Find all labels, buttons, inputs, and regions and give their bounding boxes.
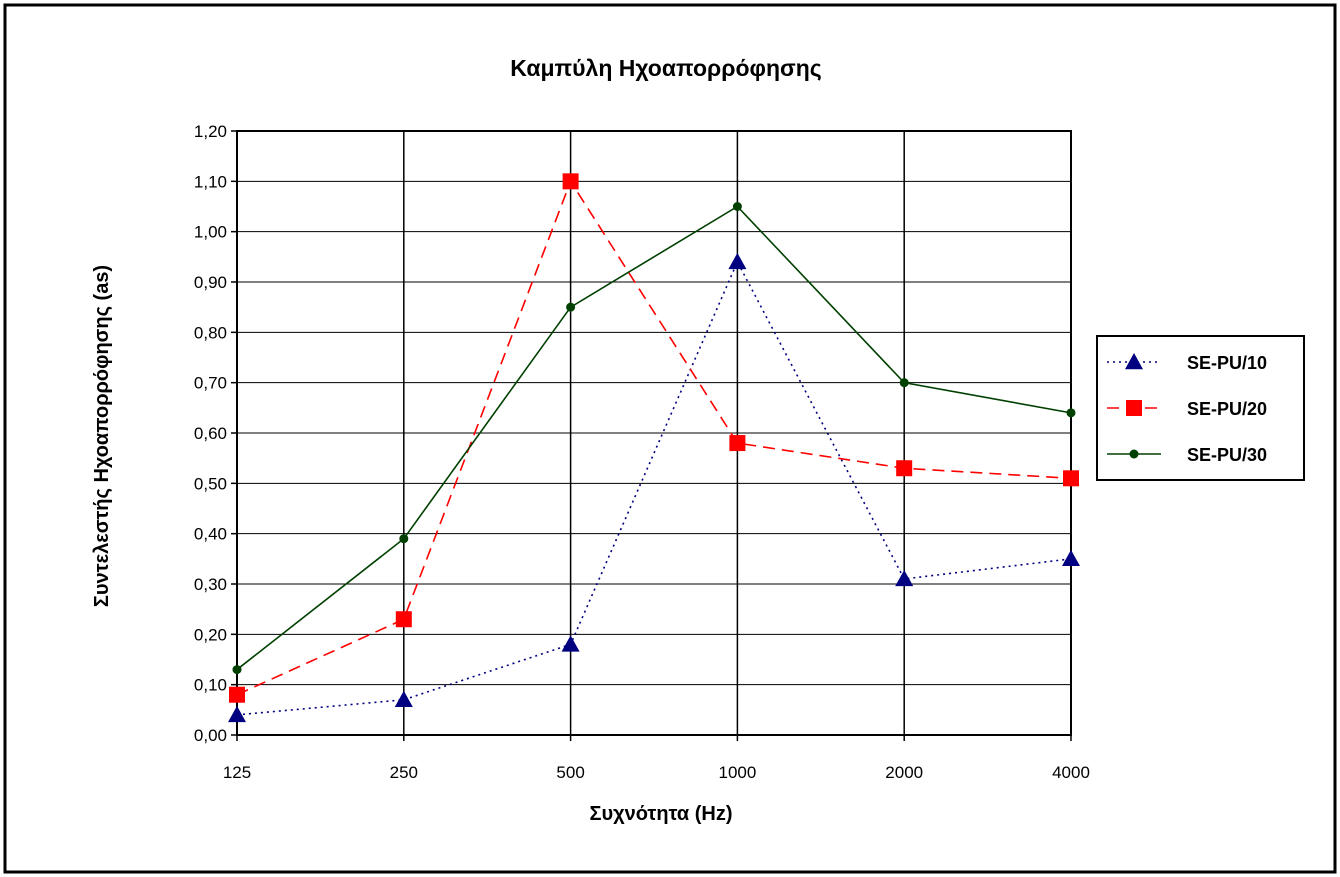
x-tick-label: 1000 (718, 763, 756, 782)
data-point-square (729, 435, 746, 452)
data-point-circle (399, 534, 409, 544)
legend: SE-PU/10 SE-PU/20 SE-PU/30 (1096, 335, 1305, 481)
y-tick-label: 0,40 (194, 525, 227, 544)
data-point-circle (732, 202, 742, 211)
x-axis-tick-labels: 125 250 500 1000 2000 4000 (223, 763, 1090, 782)
x-tick-label: 2000 (885, 763, 923, 782)
data-point-triangle (1062, 549, 1080, 567)
chart-title: Καμπύλη Ηχοαπορρόφησης (510, 55, 822, 81)
data-point-circle (1066, 408, 1076, 418)
x-tick-label: 125 (223, 763, 251, 782)
data-point-circle (232, 665, 242, 675)
data-point-square (1126, 400, 1142, 416)
y-tick-label: 1,00 (194, 223, 227, 242)
data-point-square (395, 611, 412, 628)
data-point-circle (566, 302, 576, 312)
data-point-circle (899, 378, 909, 388)
legend-label: SE-PU/20 (1187, 399, 1267, 419)
data-point-triangle (394, 690, 413, 707)
y-tick-label: 0,80 (194, 323, 227, 342)
legend-label: SE-PU/10 (1187, 353, 1267, 373)
series-markers (228, 173, 1080, 723)
legend-entries: SE-PU/10 SE-PU/20 SE-PU/30 (1107, 353, 1267, 465)
series-lines (236, 179, 1072, 716)
y-tick-label: 0,50 (194, 474, 227, 493)
y-axis-title: Συντελεστής Ηχοαπορρόφησης (as) (91, 265, 113, 607)
y-tick-label: 0,30 (194, 575, 227, 594)
y-tick-label: 0,70 (194, 374, 227, 393)
data-point-square (1063, 470, 1079, 487)
legend-label: SE-PU/30 (1187, 445, 1267, 465)
data-point-circle (1129, 449, 1139, 459)
x-tick-label: 4000 (1052, 763, 1090, 782)
x-axis-title: Συχνότητα (Hz) (589, 803, 732, 825)
x-tick-label: 250 (390, 763, 418, 782)
data-point-triangle (561, 635, 580, 652)
series-line (236, 179, 1072, 696)
y-tick-label: 0,00 (194, 726, 227, 745)
y-tick-label: 0,20 (194, 625, 227, 644)
data-point-square (896, 460, 913, 477)
data-point-triangle (228, 705, 246, 723)
series-line (236, 205, 1072, 671)
data-point-triangle (895, 569, 914, 587)
y-tick-label: 0,60 (194, 424, 227, 443)
data-point-square (562, 173, 579, 190)
x-tick-label: 500 (556, 763, 584, 782)
data-point-triangle (728, 252, 747, 270)
y-tick-label: 1,20 (194, 122, 227, 141)
data-point-square (229, 686, 245, 703)
y-tick-label: 0,10 (194, 676, 227, 695)
series-line (236, 260, 1072, 716)
plot-border (236, 130, 1072, 736)
y-tick-label: 0,90 (194, 273, 227, 292)
y-axis-tick-labels: 0,00 0,10 0,20 0,30 0,40 0,50 0,60 0,70 0,80 0,90… (194, 122, 227, 745)
y-tick-label: 1,10 (194, 172, 227, 191)
data-point-triangle (1125, 353, 1143, 370)
